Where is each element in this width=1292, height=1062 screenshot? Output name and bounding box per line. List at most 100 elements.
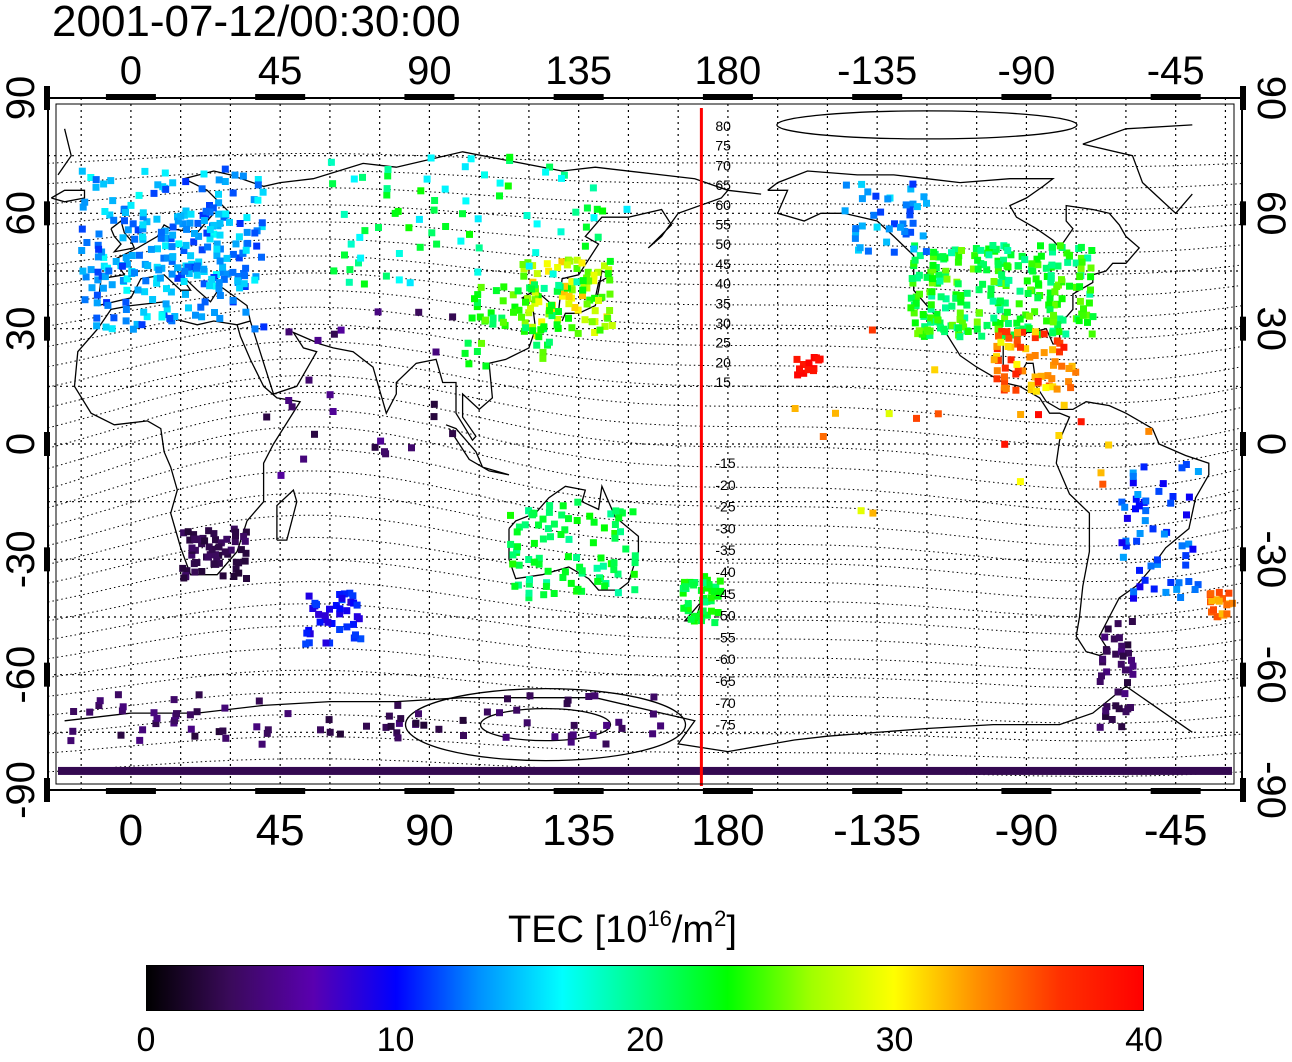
tec-cell: [182, 178, 190, 186]
tec-cell: [929, 275, 936, 283]
coastlines: [50, 124, 1210, 753]
right-lat-label: 60: [1249, 191, 1292, 236]
tec-cell: [509, 560, 517, 568]
tec-cell: [489, 320, 497, 328]
tec-cell: [559, 502, 567, 510]
tec-cell: [994, 261, 1002, 269]
tec-cell: [478, 339, 485, 347]
frame-tick-right: [1240, 547, 1246, 572]
tec-cell: [1027, 381, 1035, 389]
tec-cell: [851, 234, 859, 242]
tec-cell: [557, 228, 565, 236]
tec-cell: [535, 560, 543, 568]
tec-cell: [168, 270, 176, 278]
tec-cell: [891, 220, 898, 228]
tec-cell: [219, 727, 227, 735]
tec-cell: [1051, 288, 1059, 296]
tec-cell: [135, 191, 143, 199]
tec-cell: [215, 176, 223, 184]
tec-cell: [243, 214, 251, 222]
tec-cell: [557, 531, 565, 538]
tec-cell: [515, 306, 523, 314]
modip-label: -55: [715, 629, 735, 645]
tec-cell: [566, 257, 574, 265]
tec-cell: [459, 210, 466, 218]
modip-contour: [48, 448, 1242, 529]
tec-cell: [95, 702, 103, 709]
tec-cell: [1058, 295, 1066, 303]
tec-cell: [524, 295, 532, 303]
tec-cell: [1130, 588, 1138, 596]
tec-cell: [357, 635, 365, 643]
colorbar-tick-labels: 0 10 20 30 40: [0, 1022, 1292, 1062]
tec-cell: [131, 235, 139, 243]
tec-cell: [101, 208, 109, 215]
tec-cell: [913, 414, 920, 422]
top-lon-label: -90: [998, 49, 1056, 93]
tec-cell: [223, 535, 231, 543]
tec-cell: [934, 410, 942, 418]
tec-cell: [1045, 301, 1053, 309]
tec-cell: [1118, 539, 1126, 547]
tec-cell: [1103, 647, 1111, 655]
tec-cell: [229, 189, 237, 197]
tec-cell: [1076, 283, 1084, 291]
tec-cell: [1022, 311, 1030, 319]
tec-cell: [260, 323, 268, 331]
tec-cell: [858, 195, 866, 203]
tec-cell: [284, 710, 292, 718]
tec-cell: [1055, 432, 1063, 439]
tec-cell: [1005, 276, 1013, 284]
top-lon-label: -135: [837, 49, 917, 93]
tec-cell: [579, 277, 587, 285]
tec-cell: [1053, 283, 1061, 290]
modip-contour: [48, 153, 1242, 168]
tec-cell: [149, 296, 157, 303]
tec-cell: [930, 248, 938, 256]
tec-cell: [205, 527, 213, 535]
tec-cell: [186, 536, 194, 544]
tec-cell: [221, 548, 229, 556]
tec-cell: [555, 308, 562, 315]
tec-cell: [1002, 385, 1010, 393]
tec-cell: [1185, 493, 1193, 501]
tec-cell: [340, 590, 348, 598]
tec-cell: [545, 267, 553, 275]
tec-cell: [329, 180, 337, 188]
tec-cell: [258, 223, 266, 231]
tec-cell: [805, 359, 813, 367]
tec-cell: [223, 270, 231, 278]
tec-cell: [180, 247, 188, 254]
tec-cell: [193, 708, 201, 716]
tec-cell: [251, 325, 259, 333]
tec-cell: [382, 723, 390, 731]
tec-cell: [221, 704, 229, 712]
modip-labels: 80 75 70 65 60 55 50 45 40 35 30 25 20 15 -15 -20 -25 -30…: [715, 118, 735, 733]
tec-cell: [133, 320, 141, 328]
tec-cell: [141, 167, 149, 175]
tec-cell: [906, 206, 914, 214]
frame-tick-bottom: [1001, 788, 1052, 794]
tec-cell: [169, 223, 177, 231]
tec-cell: [350, 620, 357, 628]
tec-cell: [928, 288, 936, 296]
tec-cell: [1215, 597, 1223, 605]
tec-cell: [83, 239, 91, 246]
tec-cell: [166, 314, 174, 322]
tec-cell: [710, 587, 718, 595]
tec-cell: [1099, 480, 1107, 488]
tec-cell: [679, 589, 687, 597]
tec-cell: [573, 517, 581, 524]
tec-cell: [329, 408, 337, 415]
modip-label: 20: [715, 354, 731, 370]
tec-cell: [935, 271, 943, 279]
tec-cell: [1223, 610, 1231, 618]
tec-cell: [253, 723, 261, 731]
tec-cell: [606, 276, 614, 284]
tec-cell: [560, 288, 568, 296]
colorbar-title-unit: /m: [671, 909, 715, 951]
tec-cell: [69, 727, 77, 735]
tec-cell: [181, 211, 188, 219]
tec-cell: [1154, 556, 1161, 564]
tec-cell: [712, 583, 720, 591]
